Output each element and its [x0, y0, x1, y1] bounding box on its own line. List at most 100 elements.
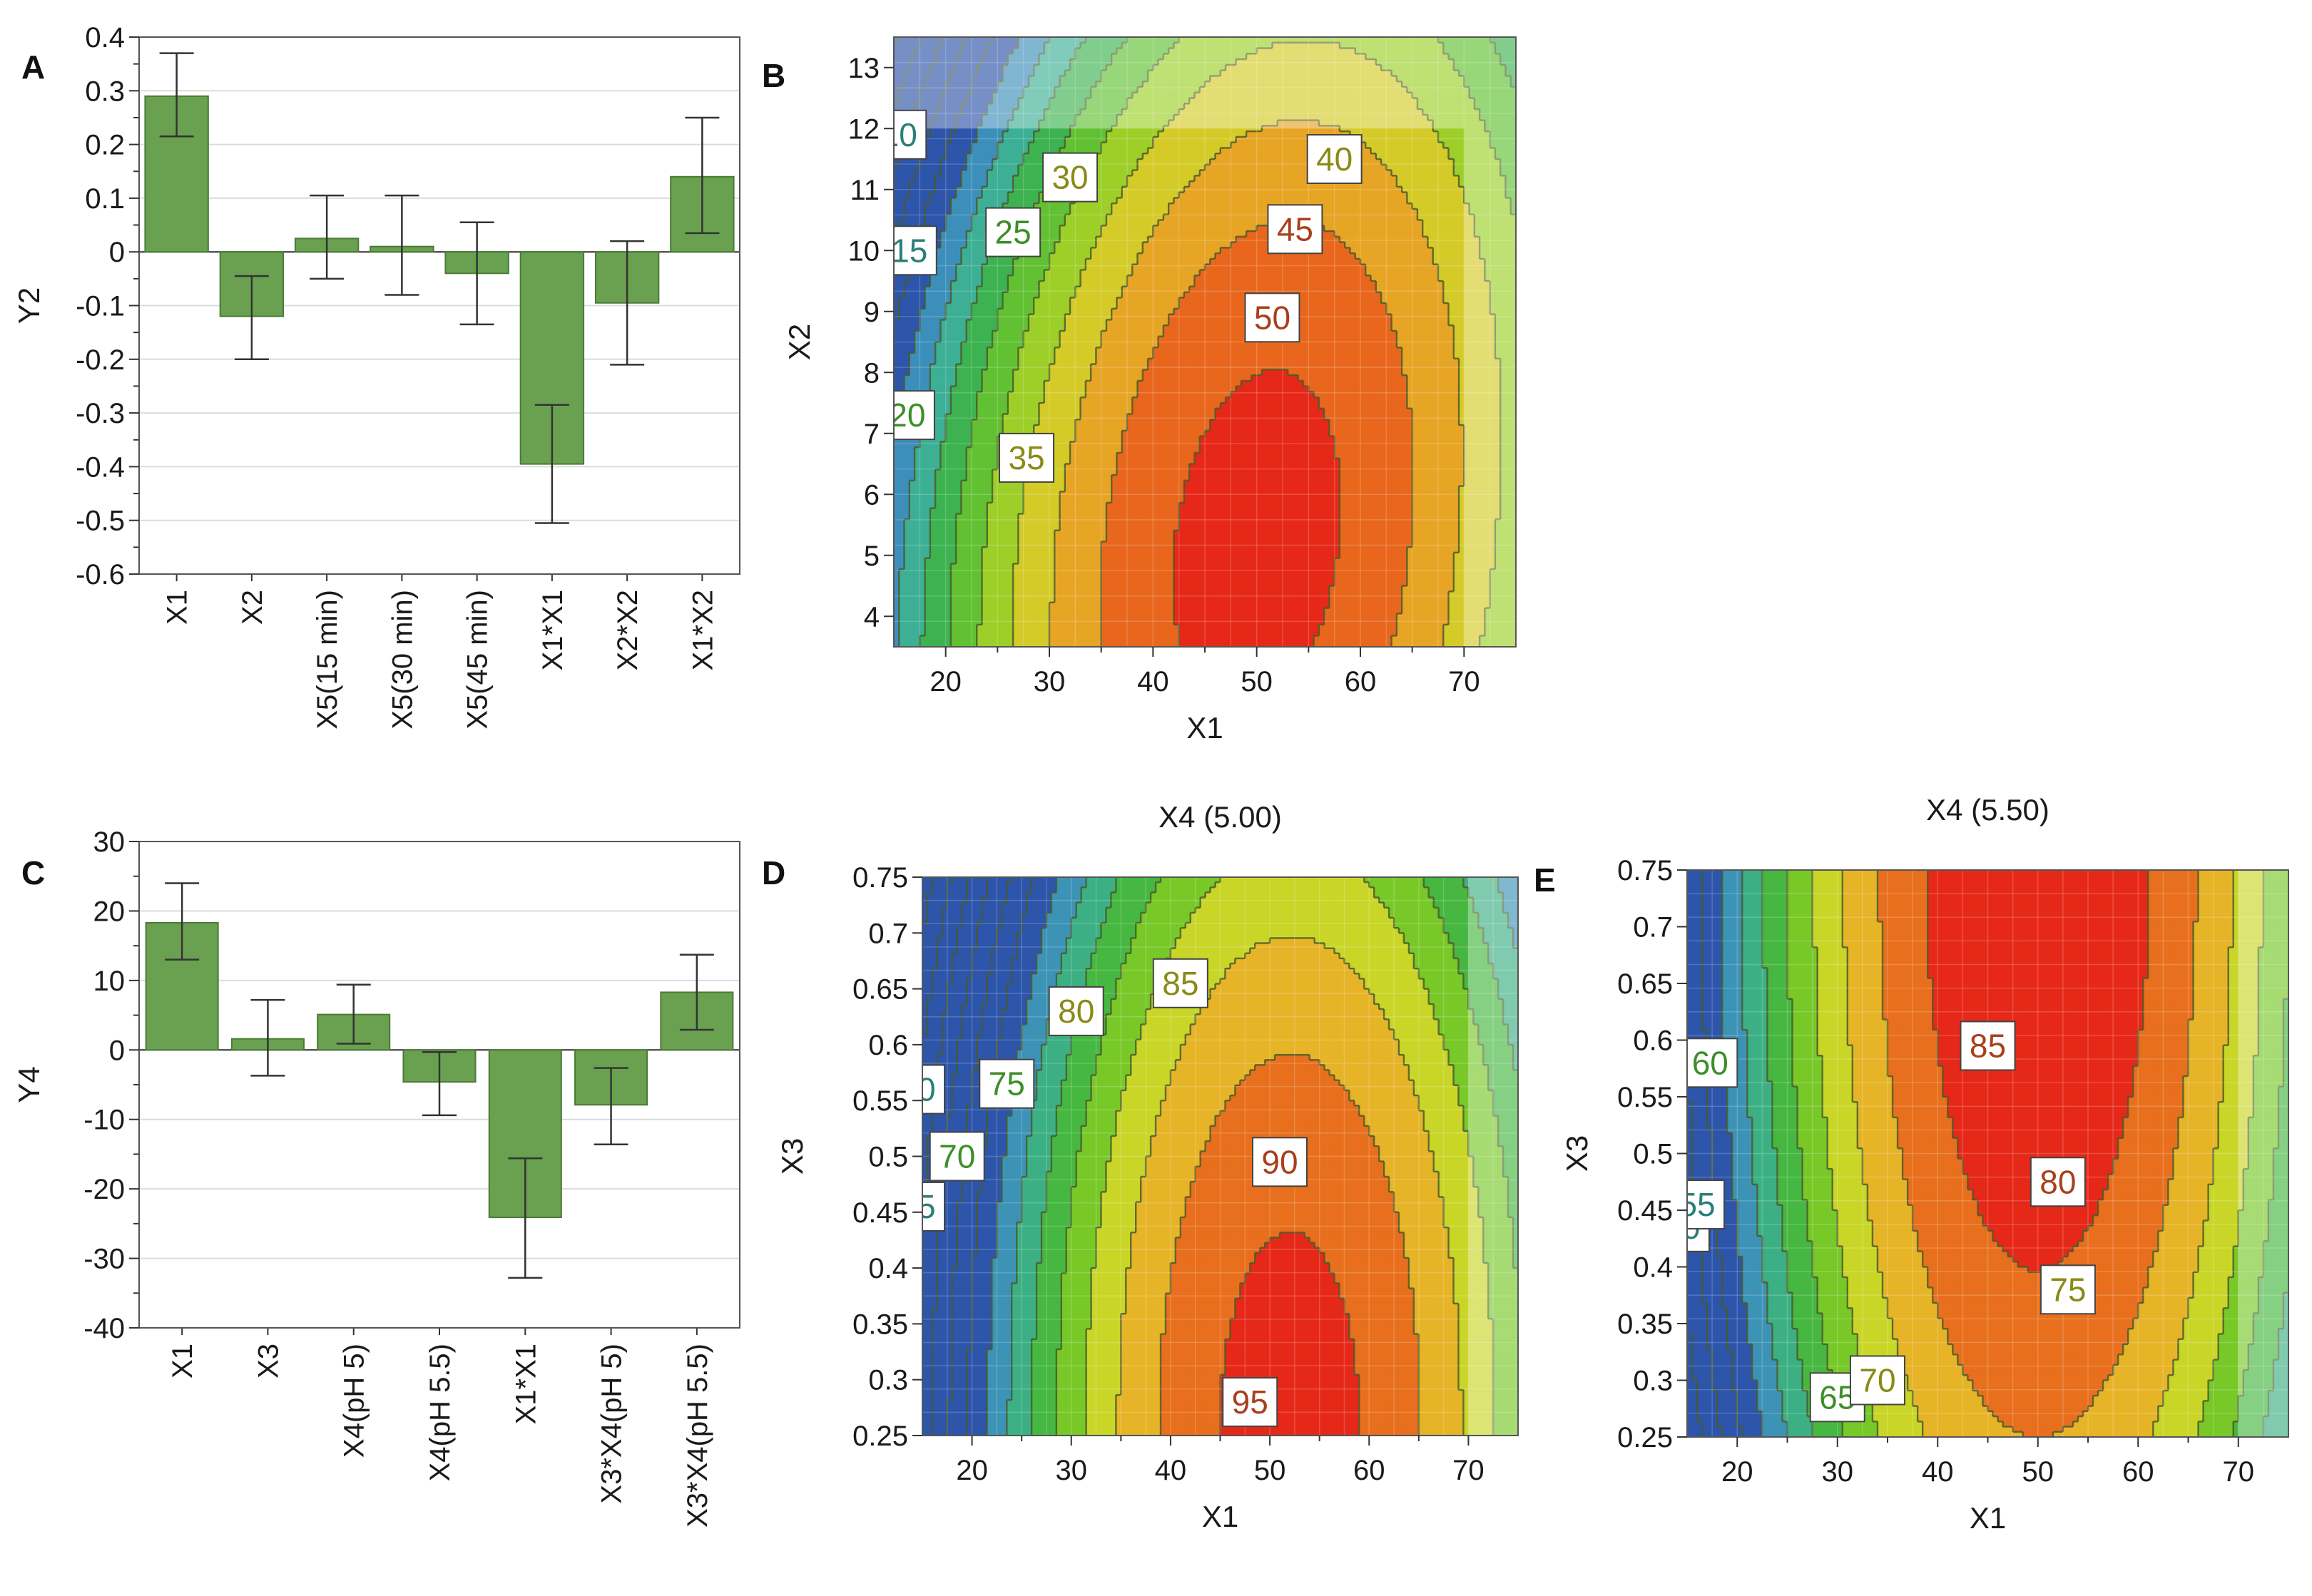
- contour-cell: [945, 148, 952, 154]
- contour-cell: [1059, 452, 1066, 459]
- contour-cell: [961, 319, 967, 326]
- contour-cell: [1091, 436, 1097, 443]
- contour-cell: [1054, 98, 1061, 104]
- contour-cell: [1064, 369, 1071, 376]
- contour-cell: [977, 530, 983, 537]
- contour-cell: [992, 109, 999, 116]
- contour-cell: [1013, 70, 1019, 77]
- contour-cell: [920, 358, 926, 365]
- contour-cell: [1070, 48, 1076, 55]
- contour-cell: [1064, 308, 1071, 315]
- contour-cell: [1002, 64, 1009, 71]
- contour-cell: [1039, 513, 1045, 520]
- contour-cell: [1059, 342, 1066, 348]
- contour-cell: [972, 330, 977, 337]
- contour-cell: [899, 486, 905, 493]
- contour-cell: [935, 452, 942, 459]
- contour-cell: [899, 220, 905, 226]
- contour-cell: [1044, 308, 1050, 315]
- contour-cell: [1007, 286, 1014, 293]
- contour-cell: [992, 436, 999, 443]
- contour-cell: [1091, 303, 1097, 310]
- contour-cell: [1064, 203, 1071, 210]
- contour-cell: [1075, 286, 1081, 293]
- contour-cell: [945, 319, 952, 326]
- contour-cell: [1013, 519, 1019, 526]
- contour-cell: [1034, 114, 1040, 121]
- contour-cell: [961, 308, 967, 315]
- contour-cell: [1007, 159, 1014, 165]
- contour-cell: [925, 281, 931, 287]
- contour-cell: [1101, 159, 1107, 165]
- contour-cell: [1096, 86, 1102, 93]
- contour-cell: [1039, 198, 1045, 204]
- contour-cell: [997, 497, 1004, 503]
- contour-cell: [894, 103, 900, 110]
- contour-cell: [972, 175, 977, 182]
- contour-cell: [1034, 508, 1040, 515]
- contour-cell: [1039, 613, 1045, 620]
- contour-cell: [909, 192, 915, 199]
- contour-cell: [992, 491, 999, 498]
- contour-cell: [899, 81, 905, 88]
- contour-cell: [1096, 120, 1102, 127]
- contour-cell: [997, 425, 1004, 431]
- contour-cell: [1049, 558, 1055, 565]
- contour-cell: [1028, 81, 1034, 88]
- contour-cell: [925, 558, 931, 565]
- contour-cell: [961, 153, 967, 160]
- contour-cell: [1106, 330, 1112, 337]
- contour-cell: [1028, 98, 1034, 104]
- contour-cell: [930, 441, 936, 448]
- contour-cell: [1039, 414, 1045, 421]
- contour-cell: [1007, 120, 1014, 127]
- contour-cell: [1028, 608, 1034, 615]
- contour-cell: [977, 630, 983, 637]
- contour-cell: [1106, 286, 1112, 293]
- contour-cell: [1002, 591, 1009, 598]
- contour-cell: [956, 414, 962, 421]
- contour-cell: [977, 525, 983, 531]
- contour-cell: [1080, 303, 1086, 310]
- contour-cell: [930, 220, 936, 226]
- contour-cell: [1049, 530, 1055, 537]
- contour-cell: [1059, 585, 1066, 592]
- contour-cell: [1054, 608, 1061, 615]
- contour-cell: [904, 86, 910, 93]
- contour-cell: [1049, 414, 1055, 421]
- contour-cell: [894, 458, 900, 465]
- contour-cell: [1075, 231, 1081, 237]
- contour-cell: [1034, 392, 1040, 398]
- contour-cell: [1039, 264, 1045, 271]
- contour-cell: [950, 70, 957, 77]
- contour-cell: [1101, 186, 1107, 193]
- contour-cell: [894, 59, 900, 66]
- contour-cell: [1018, 547, 1024, 553]
- contour-cell: [982, 458, 988, 465]
- contour-cell: [1013, 314, 1019, 321]
- contour-cell: [966, 547, 972, 553]
- contour-cell: [961, 392, 967, 398]
- contour-cell: [935, 536, 942, 543]
- contour-cell: [1013, 358, 1019, 365]
- contour-cell: [972, 70, 977, 77]
- contour-cell: [1007, 414, 1014, 421]
- contour-cell: [1049, 292, 1055, 299]
- contour-cell: [1116, 447, 1123, 454]
- contour-cell: [1064, 552, 1071, 559]
- contour-cell: [977, 480, 983, 487]
- contour-cell: [950, 330, 957, 337]
- contour-cell: [950, 98, 957, 104]
- contour-cell: [1070, 563, 1076, 570]
- contour-cell: [966, 569, 972, 576]
- contour-cell: [1070, 597, 1076, 603]
- contour-cell: [904, 70, 910, 77]
- contour-cell: [1054, 635, 1061, 642]
- contour-cell: [1096, 175, 1102, 182]
- contour-cell: [894, 330, 900, 337]
- contour-cell: [1007, 591, 1014, 598]
- contour-cell: [1075, 580, 1081, 587]
- x-tick-label: X1*X2: [687, 590, 718, 670]
- contour-cell: [940, 270, 947, 276]
